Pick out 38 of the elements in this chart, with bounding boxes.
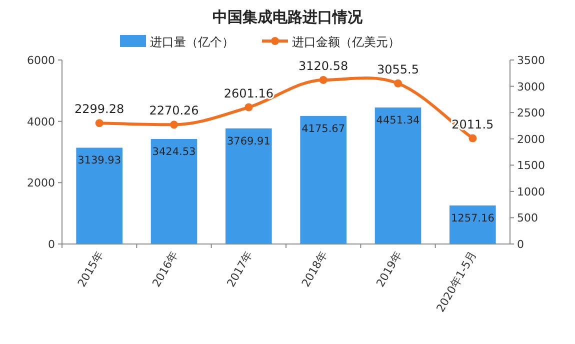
legend-label: 进口量（亿个） (150, 35, 234, 49)
data-label: 1257.16 (450, 212, 495, 224)
bar (150, 138, 198, 244)
bar (450, 205, 496, 244)
data-label: 3055.5 (377, 62, 419, 76)
bar (300, 116, 346, 244)
point (170, 120, 178, 129)
y2-tick-label: 500 (517, 212, 538, 225)
legend-label: 进口金额（亿美元） (292, 35, 400, 49)
y2-tick-label: 3500 (517, 54, 545, 67)
data-label: 3424.53 (152, 146, 196, 158)
point (95, 119, 104, 128)
data-label: 3120.58 (298, 58, 348, 73)
y2-tick-label: 1500 (517, 159, 545, 172)
y-tick-label: 0 (48, 238, 55, 251)
data-label: 4451.34 (376, 114, 420, 126)
y2-tick-label: 0 (517, 238, 524, 251)
y2-tick-label: 1000 (517, 185, 545, 198)
data-label: 4175.67 (302, 122, 346, 135)
y-tick-label: 2000 (27, 176, 55, 190)
data-label: 2270.26 (149, 104, 199, 118)
data-label: 2299.28 (74, 102, 124, 116)
y2-tick-label: 2000 (517, 132, 545, 146)
chart-title: 中国集成电路进口情况 (212, 8, 364, 26)
y-tick-label: 4000 (27, 115, 55, 128)
bar (76, 148, 122, 244)
point (394, 79, 402, 88)
point (319, 76, 328, 84)
y-tick-label: 6000 (27, 54, 55, 67)
bar (374, 107, 422, 244)
data-label: 3139.93 (78, 154, 122, 167)
point (468, 134, 477, 142)
data-label: 2601.16 (224, 86, 274, 100)
y2-tick-label: 3000 (517, 80, 545, 94)
data-label: 3769.91 (226, 135, 270, 148)
y2-tick-label: 2500 (517, 106, 545, 120)
bar (226, 128, 272, 244)
point (244, 103, 253, 112)
